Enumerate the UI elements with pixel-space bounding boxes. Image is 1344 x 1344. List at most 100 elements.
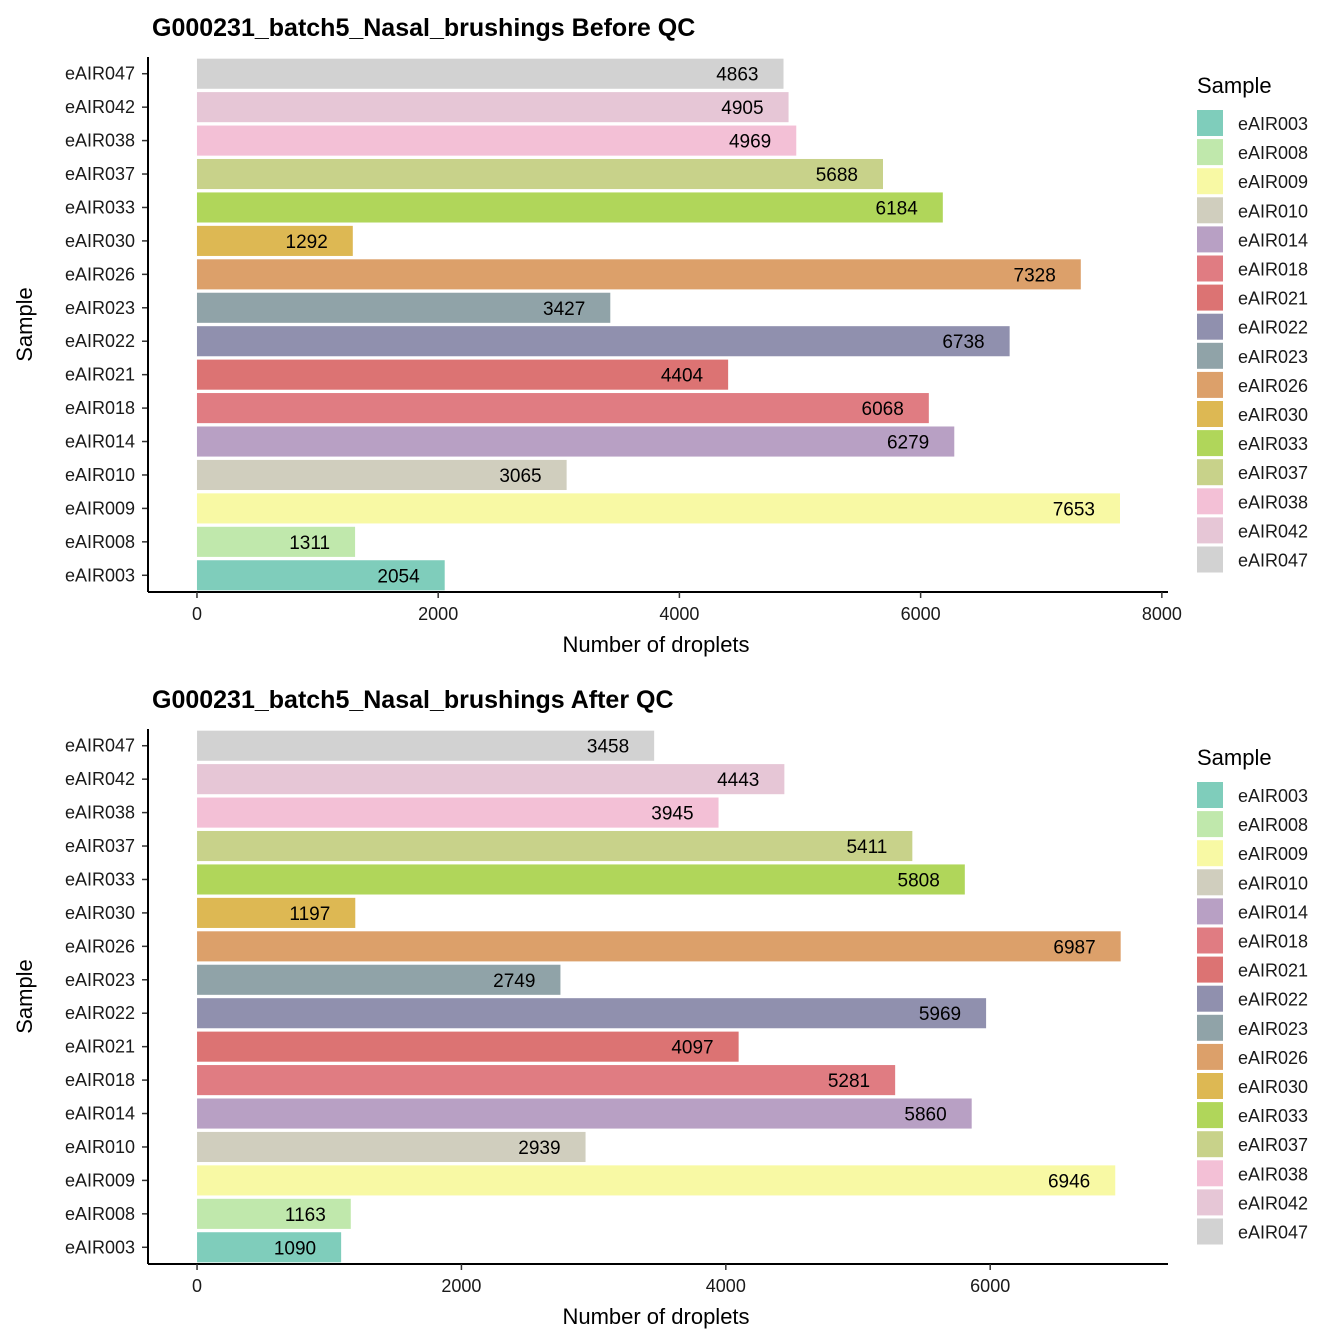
bar-eAIR014	[197, 1098, 972, 1129]
legend-swatch-eAIR037	[1197, 1131, 1223, 1158]
bar-eAIR021	[197, 1031, 739, 1062]
data-label-eAIR037: 5411	[846, 837, 887, 858]
data-label-eAIR030: 1292	[286, 232, 328, 253]
x-tick-label: 4000	[706, 1276, 746, 1296]
y-tick-label: eAIR037	[65, 836, 135, 856]
legend-swatch-eAIR022	[1197, 313, 1223, 340]
bar-eAIR023	[197, 964, 561, 995]
legend-swatch-eAIR010	[1197, 197, 1223, 224]
y-tick-label: eAIR030	[65, 231, 135, 251]
legend-label-eAIR030: eAIR030	[1238, 1077, 1308, 1097]
legend-label-eAIR008: eAIR008	[1238, 815, 1308, 835]
bar-eAIR010	[196, 459, 567, 491]
legend-swatch-eAIR014	[1197, 226, 1223, 253]
legend-swatch-eAIR033	[1197, 1102, 1223, 1129]
data-label-eAIR022: 5969	[919, 1004, 961, 1025]
bar-eAIR008	[196, 526, 356, 557]
x-tick-label: 6000	[901, 604, 941, 624]
y-tick-label: eAIR047	[65, 736, 135, 756]
legend-label-eAIR014: eAIR014	[1238, 902, 1308, 922]
data-label-eAIR047: 4863	[716, 65, 758, 86]
x-axis-title: Number of droplets	[562, 632, 749, 657]
y-tick-label: eAIR021	[65, 365, 135, 385]
x-axis-title: Number of droplets	[562, 1304, 749, 1329]
legend-label-eAIR047: eAIR047	[1238, 551, 1308, 571]
legend-swatch-eAIR014	[1197, 898, 1223, 925]
legend-swatch-eAIR037	[1197, 459, 1223, 486]
bar-eAIR038	[196, 125, 797, 156]
legend-label-eAIR037: eAIR037	[1238, 463, 1308, 483]
data-label-eAIR009: 7653	[1053, 499, 1095, 520]
legend-label-eAIR010: eAIR010	[1238, 873, 1308, 893]
bar-eAIR042	[196, 92, 789, 123]
legend-label-eAIR026: eAIR026	[1238, 376, 1308, 396]
data-label-eAIR018: 6068	[862, 399, 904, 420]
y-tick-label: eAIR009	[65, 1170, 135, 1190]
legend-label-eAIR038: eAIR038	[1238, 1164, 1308, 1184]
y-tick-label: eAIR042	[65, 97, 135, 117]
bar-eAIR010	[197, 1131, 586, 1163]
y-tick-label: eAIR038	[65, 131, 135, 151]
legend-swatch-eAIR038	[1197, 488, 1223, 515]
legend-label-eAIR023: eAIR023	[1238, 1019, 1308, 1039]
legend-swatch-eAIR008	[1197, 811, 1223, 838]
bar-eAIR026	[197, 931, 1121, 962]
legend-label-eAIR010: eAIR010	[1238, 201, 1308, 221]
legend-label-eAIR038: eAIR038	[1238, 492, 1308, 512]
data-label-eAIR009: 6946	[1048, 1171, 1090, 1192]
data-label-eAIR010: 3065	[499, 466, 541, 487]
chart-title: G000231_batch5_Nasal_brushings After QC	[152, 686, 674, 714]
bar-eAIR021	[196, 359, 729, 390]
bar-eAIR030	[197, 897, 356, 928]
bar-eAIR018	[197, 1065, 896, 1096]
y-tick-label: eAIR014	[65, 1104, 135, 1124]
legend-label-eAIR022: eAIR022	[1238, 990, 1308, 1010]
legend-label-eAIR042: eAIR042	[1238, 521, 1308, 541]
data-label-eAIR033: 6184	[876, 198, 919, 219]
data-label-eAIR008: 1163	[285, 1205, 326, 1226]
legend-swatch-eAIR023	[1197, 1014, 1223, 1041]
legend-swatch-eAIR038	[1197, 1160, 1223, 1187]
data-label-eAIR021: 4404	[661, 366, 704, 387]
legend-swatch-eAIR010	[1197, 869, 1223, 896]
legend-label-eAIR022: eAIR022	[1238, 318, 1308, 338]
data-label-eAIR014: 6279	[887, 433, 929, 454]
y-tick-label: eAIR038	[65, 803, 135, 823]
chart-panel-before-qc: G000231_batch5_Nasal_brushings Before QC…	[12, 14, 1308, 657]
legend-label-eAIR030: eAIR030	[1238, 405, 1308, 425]
legend-label-eAIR018: eAIR018	[1238, 260, 1308, 280]
data-label-eAIR026: 7328	[1014, 265, 1056, 286]
legend-swatch-eAIR030	[1197, 1073, 1223, 1099]
legend-label-eAIR018: eAIR018	[1238, 932, 1308, 952]
bar-eAIR042	[197, 764, 785, 795]
legend-label-eAIR037: eAIR037	[1238, 1135, 1308, 1155]
bar-eAIR033	[196, 192, 943, 223]
data-label-eAIR038: 3945	[651, 804, 693, 825]
y-tick-label: eAIR026	[65, 936, 135, 956]
data-label-eAIR033: 5808	[898, 870, 940, 891]
data-label-eAIR023: 3427	[543, 299, 585, 320]
bar-eAIR003	[197, 1232, 342, 1263]
y-tick-label: eAIR008	[65, 1204, 135, 1224]
y-tick-label: eAIR023	[65, 970, 135, 990]
y-tick-label: eAIR014	[65, 432, 135, 452]
y-tick-label: eAIR003	[65, 1237, 135, 1257]
bar-eAIR022	[196, 326, 1010, 357]
x-tick-label: 4000	[659, 604, 699, 624]
bar-eAIR009	[196, 493, 1120, 524]
bar-eAIR037	[197, 830, 913, 862]
data-label-eAIR038: 4969	[729, 132, 771, 153]
y-tick-label: eAIR022	[65, 331, 135, 351]
chart-title: G000231_batch5_Nasal_brushings Before QC	[152, 14, 695, 42]
legend-swatch-eAIR021	[1197, 956, 1223, 983]
legend-swatch-eAIR003	[1197, 110, 1223, 136]
legend-swatch-eAIR033	[1197, 430, 1223, 457]
legend-title: Sample	[1197, 73, 1272, 98]
bar-eAIR003	[196, 560, 445, 591]
legend-label-eAIR021: eAIR021	[1238, 961, 1308, 981]
bar-eAIR037	[196, 158, 883, 190]
legend-swatch-eAIR018	[1197, 255, 1223, 282]
y-tick-label: eAIR042	[65, 769, 135, 789]
data-label-eAIR026: 6987	[1053, 937, 1095, 958]
y-axis-title: Sample	[12, 959, 37, 1034]
